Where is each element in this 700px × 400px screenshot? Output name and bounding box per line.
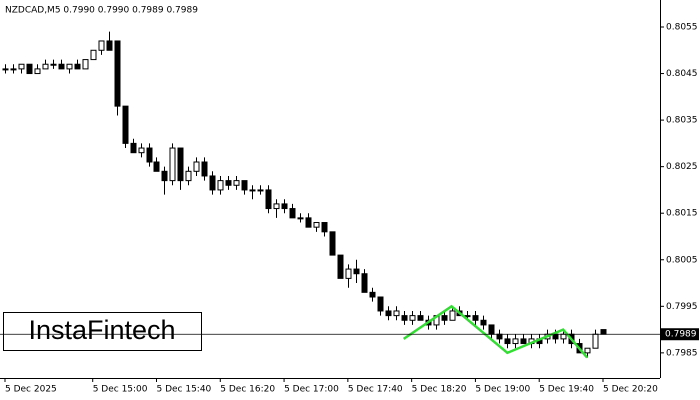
current-price-label: 0.7989 (665, 330, 697, 340)
candle-body (449, 310, 456, 321)
y-tick-label: 0.8025 (666, 162, 698, 172)
candle-body (321, 222, 328, 233)
y-tick-label: 0.8035 (666, 116, 698, 126)
candle-body (241, 180, 248, 191)
x-tick-label: 5 Dec 19:40 (539, 385, 594, 395)
candle-body (464, 315, 471, 318)
candle-body (233, 180, 240, 186)
candle-body (273, 203, 280, 210)
current-price-box (661, 328, 699, 341)
candle-body (281, 203, 288, 210)
candle-body (289, 208, 296, 219)
candle-body (472, 315, 479, 321)
candle-body (329, 231, 336, 256)
candle-body (82, 59, 89, 70)
candle-body (417, 315, 424, 321)
x-tick-label: 5 Dec 17:40 (348, 385, 403, 395)
candle-body (393, 310, 400, 317)
candle-body (345, 268, 352, 279)
y-tick-label: 0.7985 (666, 348, 698, 358)
candle-body (193, 161, 200, 172)
candle-body (512, 338, 519, 345)
logo: InstaFintech (28, 315, 175, 345)
candle-body (504, 338, 511, 345)
candle-body (409, 315, 416, 321)
candle-body (297, 217, 304, 220)
x-tick-label: 5 Dec 20:20 (603, 385, 658, 395)
candle-body (249, 189, 256, 192)
candle-body (34, 68, 41, 75)
candle-body (592, 333, 599, 349)
y-tick-label: 0.8045 (666, 69, 698, 79)
x-tick-label: 5 Dec 15:00 (93, 385, 148, 395)
candle-body (66, 63, 73, 70)
candle-body (353, 268, 360, 275)
x-tick-label: 5 Dec 16:20 (220, 385, 275, 395)
candle-body (217, 180, 224, 191)
candle-body (201, 161, 208, 177)
x-tick-label: 5 Dec 18:20 (412, 385, 467, 395)
candle-body (146, 147, 153, 163)
candle-body (26, 63, 33, 75)
candle-body (10, 68, 17, 71)
candle-body (584, 347, 591, 354)
candle-body (90, 49, 97, 61)
candle-body (74, 63, 81, 70)
candle-body (257, 189, 264, 192)
x-tick-label: 5 Dec 17:00 (284, 385, 339, 395)
pattern-line (402, 304, 589, 359)
candle-body (377, 296, 384, 312)
candle-body (385, 310, 392, 317)
candle-body (169, 147, 176, 182)
candle-body (361, 273, 368, 293)
candle-body (209, 175, 216, 191)
candle-body (18, 63, 25, 70)
plot (2, 31, 607, 359)
candle-body (185, 170, 192, 182)
candle-body (337, 254, 344, 279)
candle-body (313, 222, 320, 228)
candle-body (2, 68, 9, 71)
candle-body (42, 63, 49, 70)
x-tick-label: 5 Dec 15:40 (156, 385, 211, 395)
y-tick-label: 0.8015 (666, 209, 698, 219)
candle-body (122, 105, 129, 144)
candle-body (225, 180, 232, 186)
candle-body (401, 315, 408, 321)
x-tick-label: 5 Dec 2025 (5, 385, 57, 395)
candle-body (480, 319, 487, 326)
y-tick-label: 0.8055 (666, 23, 698, 33)
candle-body (58, 63, 65, 70)
candle-body (305, 217, 312, 228)
chart-title: NZDCAD,M5 0.7990 0.7990 0.7989 0.7989 (5, 6, 198, 16)
candle-body (50, 63, 57, 66)
y-tick-label: 0.7995 (666, 302, 698, 312)
candle-body (369, 291, 376, 298)
candle-body (161, 170, 168, 182)
logo-box (3, 312, 202, 351)
candle-body (496, 333, 503, 340)
candle-body (600, 329, 607, 335)
candle-body (130, 142, 137, 154)
candle-body (552, 333, 559, 340)
candle-body (106, 40, 113, 51)
candle-body (114, 40, 121, 107)
candle-body (138, 147, 145, 154)
candle-body (520, 338, 527, 345)
candle-body (98, 40, 105, 51)
y-tick-label: 0.8005 (666, 255, 698, 265)
candle-body (560, 333, 567, 340)
candle-body (265, 189, 272, 210)
x-tick-label: 5 Dec 19:00 (475, 385, 530, 395)
candle-body (177, 147, 184, 182)
candle-body (488, 324, 495, 335)
candle-body (441, 315, 448, 321)
candle-body (153, 161, 160, 172)
